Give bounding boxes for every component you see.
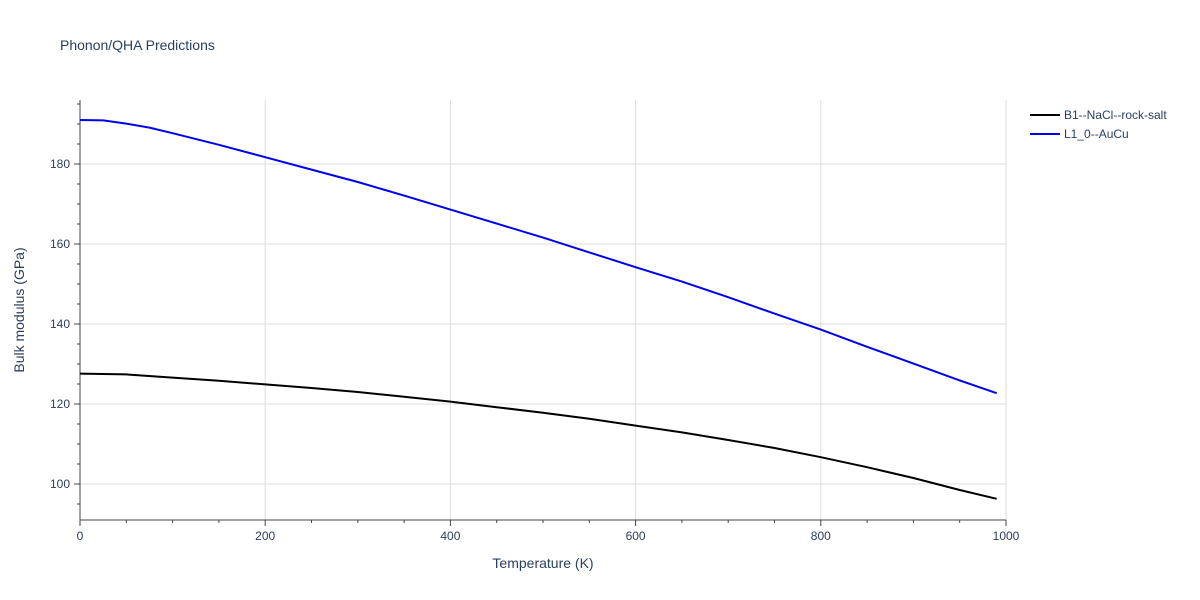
x-tick-label: 400 xyxy=(440,529,460,543)
y-tick-label: 160 xyxy=(50,237,70,251)
y-axis-title: Bulk modulus (GPa) xyxy=(11,247,27,372)
y-tick-label: 180 xyxy=(50,157,70,171)
series-line-1 xyxy=(79,372,997,500)
series-layer xyxy=(79,119,998,500)
legend-label: B1--NaCl--rock-salt xyxy=(1064,108,1167,122)
chart-title: Phonon/QHA Predictions xyxy=(60,37,215,53)
y-tick-label: 120 xyxy=(50,397,70,411)
x-axis-title: Temperature (K) xyxy=(492,555,593,571)
x-tick-label: 200 xyxy=(255,529,275,543)
legend-item-1[interactable]: B1--NaCl--rock-salt xyxy=(1030,108,1167,122)
x-tick-label: 1000 xyxy=(993,529,1020,543)
axes: 0 200 400 600 800 1000 100 120 140 160 180 xyxy=(50,100,1020,543)
legend-item-2[interactable]: L1_0--AuCu xyxy=(1030,127,1129,141)
x-tick-label: 800 xyxy=(811,529,831,543)
legend-label: L1_0--AuCu xyxy=(1064,127,1129,141)
grid xyxy=(80,100,1007,520)
x-tick-label: 600 xyxy=(626,529,646,543)
legend[interactable]: B1--NaCl--rock-salt L1_0--AuCu xyxy=(1030,108,1167,141)
series-line-2 xyxy=(79,119,998,395)
y-tick-label: 140 xyxy=(50,317,70,331)
x-tick-label: 0 xyxy=(77,529,84,543)
y-tick-label: 100 xyxy=(50,477,70,491)
